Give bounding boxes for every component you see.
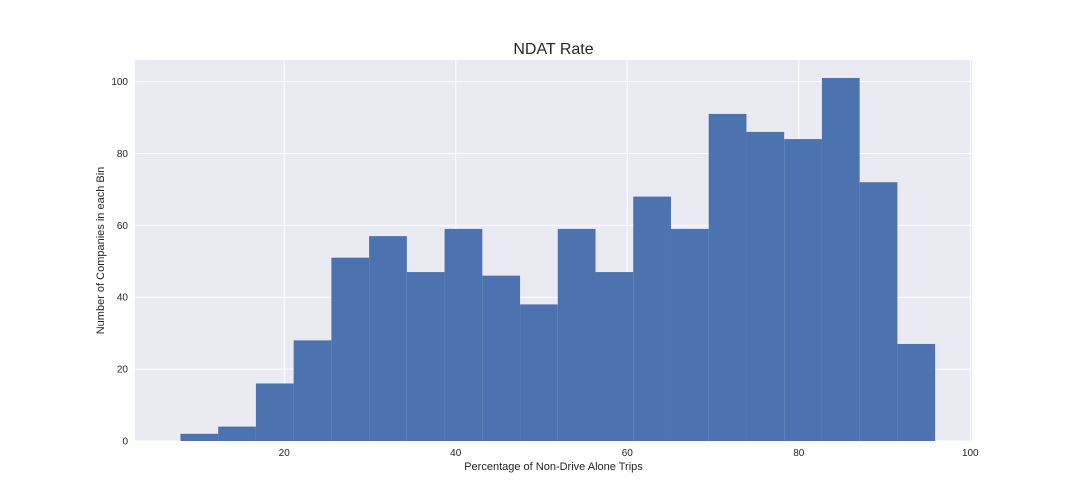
- histogram-bar: [331, 257, 370, 441]
- x-axis-label: Percentage of Non-Drive Alone Trips: [464, 461, 643, 473]
- histogram-bar: [369, 236, 407, 441]
- y-tick-label: 100: [111, 77, 128, 88]
- x-tick-label: 20: [279, 448, 291, 459]
- histogram-bar: [708, 113, 747, 441]
- histogram-bar: [821, 77, 860, 442]
- histogram-bar: [670, 228, 709, 441]
- histogram-bar: [520, 304, 558, 441]
- x-tick-label: 100: [962, 448, 979, 459]
- x-tick-label: 40: [450, 448, 462, 459]
- y-tick-label: 0: [122, 437, 128, 448]
- y-tick-label: 20: [117, 365, 129, 376]
- histogram-bar: [482, 275, 521, 441]
- histogram-bar: [633, 196, 671, 441]
- histogram-bar: [180, 433, 219, 441]
- histogram-bar: [293, 340, 332, 441]
- histogram-bar: [255, 383, 294, 441]
- histogram-bar: [746, 131, 785, 442]
- histogram-bar: [897, 343, 936, 441]
- histogram-bar: [784, 139, 822, 441]
- bars: [180, 77, 936, 442]
- y-tick-label: 40: [117, 293, 129, 304]
- x-tick-label: 80: [793, 448, 805, 459]
- y-tick-labels: 0 20 40 60 80 100: [111, 77, 128, 447]
- histogram-bar: [444, 228, 483, 441]
- histogram-bar: [859, 182, 898, 441]
- histogram-bar: [218, 426, 256, 441]
- y-axis-label: Number of Companies in each Bin: [95, 167, 107, 335]
- x-tick-labels: 20 40 60 80 100: [279, 448, 979, 459]
- histogram-bar: [406, 272, 445, 441]
- y-tick-label: 60: [117, 221, 129, 232]
- histogram-bar: [557, 228, 596, 441]
- histogram-bar: [595, 272, 634, 441]
- y-tick-label: 80: [117, 149, 129, 160]
- x-tick-label: 60: [622, 448, 634, 459]
- chart-title: NDAT Rate: [513, 41, 593, 58]
